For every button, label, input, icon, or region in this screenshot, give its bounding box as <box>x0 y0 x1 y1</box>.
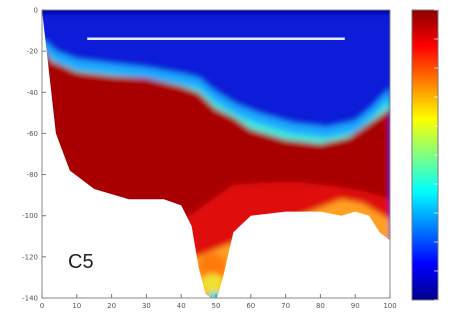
colorbar-gradient <box>411 9 439 301</box>
y-tick-label: -20 <box>27 48 38 56</box>
x-tick-label: 20 <box>107 302 116 310</box>
y-tick-label: -60 <box>27 130 38 138</box>
x-tick-label: 90 <box>351 302 360 310</box>
x-tick-label: 70 <box>281 302 290 310</box>
plot-area <box>41 9 391 299</box>
y-tick-label: -80 <box>27 171 38 179</box>
surface-region <box>42 10 390 14</box>
colorbar <box>411 9 439 301</box>
x-tick-label: 40 <box>177 302 186 310</box>
y-tick-label: -100 <box>22 212 38 220</box>
y-tick-label: 0 <box>34 7 38 15</box>
x-tick-label: 50 <box>212 302 221 310</box>
panel-label: C5 <box>68 251 94 273</box>
x-tick-label: 60 <box>246 302 255 310</box>
y-tick-label: -140 <box>22 295 38 303</box>
trench-yellow <box>201 273 224 294</box>
x-tick-label: 100 <box>383 302 396 310</box>
trench-orange <box>198 253 227 282</box>
x-tick-label: 10 <box>72 302 81 310</box>
x-tick-label: 0 <box>40 302 44 310</box>
x-tick-label: 80 <box>316 302 325 310</box>
y-tick-label: -40 <box>27 89 38 97</box>
y-tick-label: -120 <box>22 253 38 261</box>
x-tick-label: 30 <box>142 302 151 310</box>
